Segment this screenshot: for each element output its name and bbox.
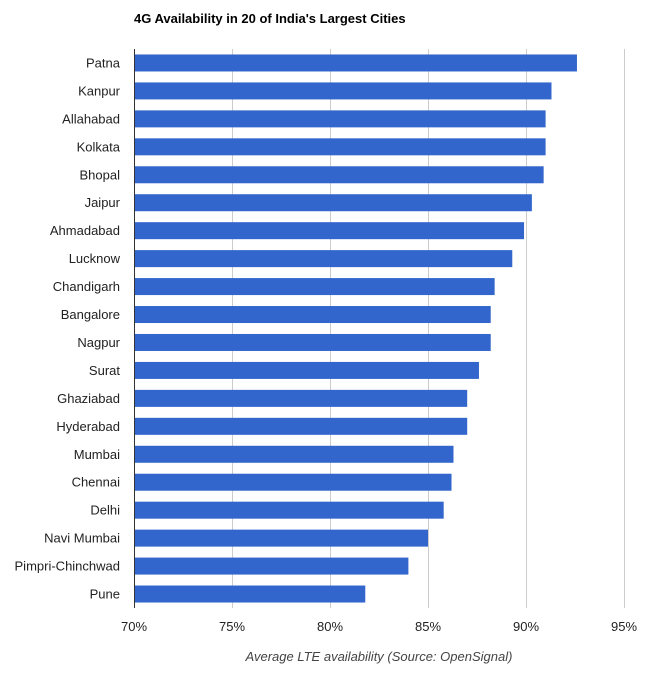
bar[interactable] [135,82,552,100]
bar[interactable] [135,585,366,603]
bar[interactable] [135,501,444,519]
bar[interactable] [135,306,491,324]
x-tick-label: 70% [121,619,147,634]
bar[interactable] [135,110,546,128]
bar[interactable] [135,54,577,72]
bar[interactable] [135,222,525,240]
x-tick-label: 75% [219,619,245,634]
category-label: Hyderabad [56,419,120,434]
bar[interactable] [135,361,479,379]
category-label: Pimpri-Chinchwad [15,559,120,574]
category-label: Jaipur [85,195,121,210]
category-label: Bangalore [61,307,120,322]
category-label: Surat [89,363,120,378]
chart-title: 4G Availability in 20 of India's Largest… [134,11,406,26]
bar[interactable] [135,389,468,407]
bar[interactable] [135,194,532,212]
category-label: Kolkata [77,139,121,154]
bar[interactable] [135,166,544,184]
category-label: Mumbai [74,447,120,462]
bar[interactable] [135,250,513,268]
bar[interactable] [135,529,428,547]
x-tick-label: 80% [317,619,343,634]
category-label: Chennai [72,475,121,490]
category-label: Allahabad [62,111,120,126]
grid-layer [134,49,625,608]
category-label-layer: Patna Kanpur Allahabad Kolkata Bhopal Jaipur A… [15,55,121,601]
bar[interactable] [135,278,495,296]
x-tick-label: 85% [415,619,441,634]
category-label: Kanpur [78,83,121,98]
tick-label-layer: 70% 75% 80% 85% 90% 95% [121,619,637,634]
category-label: Navi Mumbai [44,531,120,546]
bar[interactable] [135,557,409,575]
category-label: Nagpur [77,335,120,350]
x-axis-label: Average LTE availability (Source: OpenSi… [245,649,513,664]
x-tick-label: 90% [513,619,539,634]
bar[interactable] [135,333,491,351]
bar[interactable] [135,417,468,435]
category-label: Pune [90,587,120,602]
category-label: Patna [86,55,121,70]
category-label: Bhopal [80,167,121,182]
bar-layer [135,54,577,603]
category-label: Chandigarh [53,279,120,294]
category-label: Lucknow [69,251,121,266]
bar[interactable] [135,445,454,463]
category-label: Ghaziabad [57,391,120,406]
category-label: Delhi [90,503,120,518]
x-tick-label: 95% [611,619,637,634]
bar[interactable] [135,473,452,491]
bar[interactable] [135,138,546,156]
category-label: Ahmadabad [50,223,120,238]
